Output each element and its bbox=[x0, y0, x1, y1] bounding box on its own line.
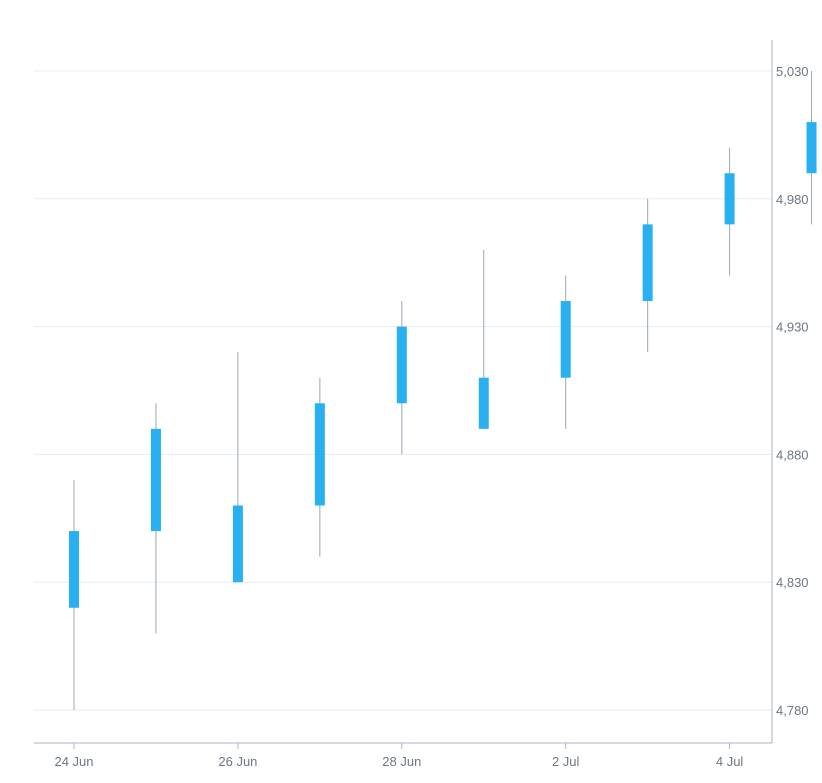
candle-body bbox=[478, 377, 489, 429]
candle-body bbox=[396, 326, 407, 404]
candle-body bbox=[314, 403, 325, 506]
y-tick-label: 4,830 bbox=[776, 575, 809, 590]
y-axis-ticks: 4,780 4,830 4,880 4,930 4,980 5,030 bbox=[776, 64, 809, 718]
candle bbox=[232, 352, 243, 583]
candles bbox=[69, 71, 817, 710]
candle-body bbox=[806, 122, 817, 174]
y-tick-label: 4,980 bbox=[776, 192, 809, 207]
candle bbox=[396, 301, 407, 455]
x-tick-label: 26 Jun bbox=[218, 754, 257, 769]
y-tick-label: 5,030 bbox=[776, 64, 809, 79]
candle bbox=[314, 377, 325, 557]
y-tick-label: 4,880 bbox=[776, 447, 809, 462]
candle bbox=[724, 147, 735, 276]
candle-body bbox=[642, 224, 653, 302]
candle-body bbox=[232, 505, 243, 583]
candle-body bbox=[560, 301, 571, 378]
candle bbox=[478, 249, 489, 429]
x-tick-label: 2 Jul bbox=[552, 754, 580, 769]
candle bbox=[69, 479, 79, 710]
x-tick-label: 28 Jun bbox=[382, 754, 421, 769]
candle bbox=[560, 275, 571, 429]
candle bbox=[806, 71, 817, 225]
x-tick-label: 4 Jul bbox=[716, 754, 744, 769]
x-axis-ticks: 24 Jun 26 Jun 28 Jun 2 Jul 4 Jul bbox=[54, 743, 743, 769]
candle bbox=[642, 198, 653, 353]
y-tick-label: 4,780 bbox=[776, 703, 809, 718]
candle-body bbox=[724, 173, 735, 225]
y-tick-label: 4,930 bbox=[776, 320, 809, 335]
candle-body bbox=[150, 428, 161, 532]
x-tick-label: 24 Jun bbox=[54, 754, 93, 769]
candle-body bbox=[69, 531, 79, 608]
candle bbox=[150, 403, 161, 634]
